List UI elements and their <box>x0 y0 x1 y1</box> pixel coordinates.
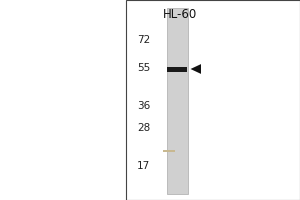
Bar <box>167 8 188 194</box>
Text: 72: 72 <box>137 35 150 45</box>
Bar <box>164 150 175 152</box>
Text: 17: 17 <box>137 161 150 171</box>
Text: HL-60: HL-60 <box>163 8 197 21</box>
Bar <box>167 66 187 72</box>
Text: 36: 36 <box>137 101 150 111</box>
Text: 55: 55 <box>137 63 150 73</box>
Bar <box>126 0 300 200</box>
Text: 28: 28 <box>137 123 150 133</box>
Polygon shape <box>190 64 201 74</box>
